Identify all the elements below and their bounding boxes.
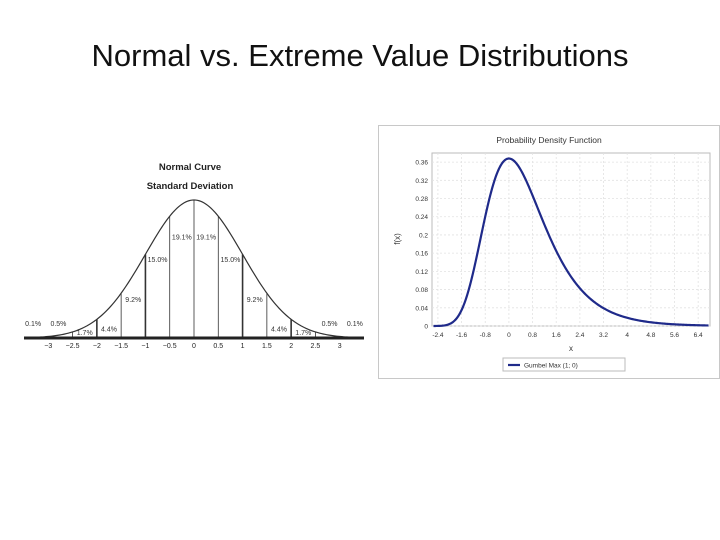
gumbel-x-tick-label: -1.6 (456, 332, 468, 339)
normal-x-tick-label: 3 (338, 343, 342, 350)
normal-x-tick-label: −2.5 (66, 343, 80, 350)
gumbel-chart-title: Probability Density Function (496, 135, 602, 145)
normal-curve-line (23, 199, 365, 339)
gumbel-y-tick-label: 0.32 (415, 178, 428, 185)
gumbel-x-tick-label: 0.8 (528, 332, 537, 339)
normal-x-tick-label: 1 (241, 343, 245, 350)
normal-x-tick-label: −3 (44, 343, 52, 350)
normal-band-percent: 19.1% (172, 234, 192, 241)
gumbel-legend (502, 357, 626, 372)
normal-band-percent: 9.2% (247, 297, 263, 304)
gumbel-pdf-chart: Probability Density Function 0 0.04 0.08 0.… (378, 125, 720, 379)
normal-distribution-chart: Normal Curve Standard Deviation −3 −2.5 −2… (23, 162, 365, 350)
gumbel-y-axis-label: f(x) (393, 233, 402, 245)
gumbel-x-tick-label: 6.4 (694, 332, 703, 339)
normal-band-percent: 4.4% (101, 326, 117, 333)
normal-x-tick-label: 1.5 (262, 343, 272, 350)
slide-title: Normal vs. Extreme Value Distributions (91, 38, 629, 73)
normal-band-percent: 4.4% (271, 326, 287, 333)
normal-x-tick-label: 2 (289, 343, 293, 350)
gumbel-y-tick-label: 0.16 (415, 251, 428, 258)
gumbel-x-tick-label: -0.8 (480, 332, 492, 339)
gumbel-y-tick-label: 0.2 (419, 232, 428, 239)
gumbel-y-tick-label: 0.28 (415, 196, 428, 203)
gumbel-x-tick-label: 4.8 (646, 332, 655, 339)
normal-band-percent: 15.0% (148, 257, 168, 264)
normal-chart-subtitle: Standard Deviation (147, 181, 234, 192)
gumbel-x-tick-label: 5.6 (670, 332, 679, 339)
normal-x-tick-label: −0.5 (163, 343, 177, 350)
gumbel-y-tick-label: 0.24 (415, 214, 428, 221)
normal-band-percent: 1.7% (295, 330, 311, 337)
normal-band-percent: 0.1% (25, 321, 41, 328)
gumbel-y-tick-label: 0.36 (415, 160, 428, 167)
normal-x-tick-label: 0 (192, 343, 196, 350)
gumbel-plot-area (431, 152, 711, 327)
gumbel-x-tick-label: 2.4 (575, 332, 584, 339)
gumbel-legend-label: Gumbel Max (1; 0) (524, 363, 578, 370)
normal-band-percent: 0.5% (322, 321, 338, 328)
gumbel-y-tick-label: 0.04 (415, 305, 428, 312)
normal-band-percent: 9.2% (125, 297, 141, 304)
gumbel-x-tick-label: 4 (625, 332, 629, 339)
gumbel-x-tick-label: 1.6 (552, 332, 561, 339)
gumbel-y-tick-label: 0.08 (415, 287, 428, 294)
normal-x-tick-label: 2.5 (311, 343, 321, 350)
gumbel-x-tick-label: 3.2 (599, 332, 608, 339)
gumbel-x-tick-label: 0 (507, 332, 511, 339)
normal-x-tick-label: −2 (93, 343, 101, 350)
normal-x-tick-label: 0.5 (213, 343, 223, 350)
gumbel-y-tick-label: 0 (424, 324, 428, 331)
gumbel-series-line (433, 157, 709, 328)
gumbel-y-tick-label: 0.12 (415, 269, 428, 276)
normal-band-percent: 15.0% (220, 257, 240, 264)
normal-band-percent: 1.7% (77, 330, 93, 337)
gumbel-x-axis-label: x (569, 344, 573, 353)
normal-band-percent: 0.5% (50, 321, 66, 328)
normal-band-percent: 19.1% (196, 234, 216, 241)
normal-x-tick-label: −1.5 (114, 343, 128, 350)
normal-band-percent: 0.1% (347, 321, 363, 328)
normal-x-tick-label: −1 (141, 343, 149, 350)
gumbel-x-tick-label: -2.4 (432, 332, 444, 339)
normal-chart-title: Normal Curve (159, 162, 221, 173)
